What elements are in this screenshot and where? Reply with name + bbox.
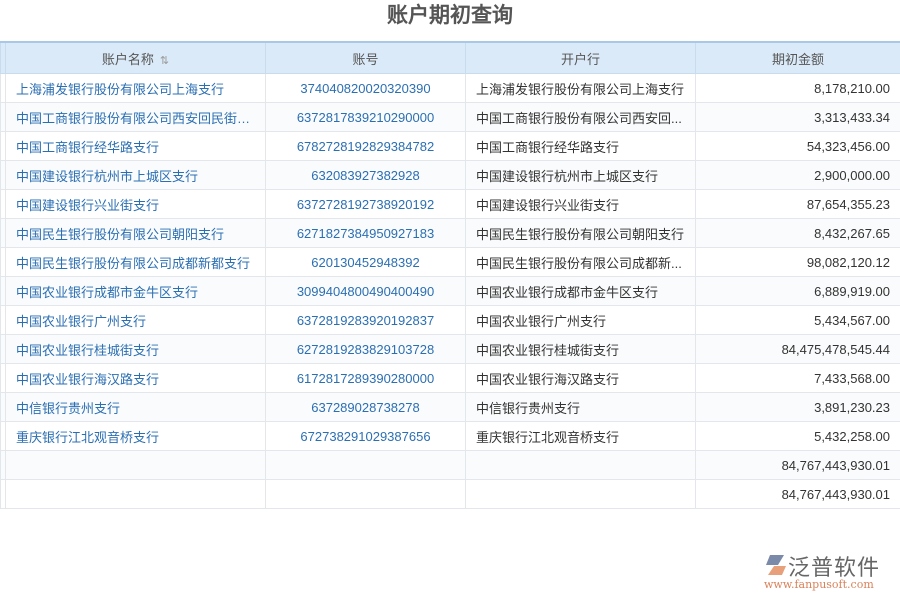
amount-cell: 87,654,355.23: [695, 189, 900, 219]
amount-cell: 8,432,267.65: [695, 218, 900, 248]
table-row[interactable]: 中国民生银行股份有限公司朝阳支行 6271827384950927183 中国民…: [0, 218, 900, 248]
total-row: 84,767,443,930.01: [0, 479, 900, 509]
table-row[interactable]: 中国农业银行广州支行 6372819283920192837 中国农业银行广州支…: [0, 305, 900, 335]
amount-cell: 3,313,433.34: [695, 102, 900, 132]
amount-cell: 84,475,478,545.44: [695, 334, 900, 364]
amount-cell: 5,432,258.00: [695, 421, 900, 451]
table-row[interactable]: 中国工商银行股份有限公司西安回民街支行 6372817839210290000 …: [0, 102, 900, 132]
empty-cell: [265, 479, 466, 509]
account-number-link[interactable]: 3099404800490400490: [265, 276, 466, 306]
account-number-link[interactable]: 632083927382928: [265, 160, 466, 190]
account-name-link[interactable]: 中国民生银行股份有限公司成都新都支行: [5, 247, 266, 277]
account-number-link[interactable]: 6372728192738920192: [265, 189, 466, 219]
table-row[interactable]: 重庆银行江北观音桥支行 672738291029387656 重庆银行江北观音桥…: [0, 421, 900, 451]
amount-cell: 6,889,919.00: [695, 276, 900, 306]
header-account-name[interactable]: 账户名称 ⇅: [5, 41, 266, 74]
table-row[interactable]: 中信银行贵州支行 637289028738278 中信银行贵州支行 3,891,…: [0, 392, 900, 422]
sort-icon[interactable]: ⇅: [159, 54, 170, 67]
account-name-link[interactable]: 中国工商银行经华路支行: [5, 131, 266, 161]
table-row[interactable]: 中国民生银行股份有限公司成都新都支行 620130452948392 中国民生银…: [0, 247, 900, 277]
account-name-link[interactable]: 中国农业银行成都市金牛区支行: [5, 276, 266, 306]
account-name-link[interactable]: 中国工商银行股份有限公司西安回民街支行: [5, 102, 266, 132]
table-row[interactable]: 中国农业银行成都市金牛区支行 3099404800490400490 中国农业银…: [0, 276, 900, 306]
bank-cell: 中国民生银行股份有限公司成都新...: [465, 247, 696, 277]
logo-url: www.fanpusoft.com: [764, 578, 874, 591]
bank-cell: 中国农业银行成都市金牛区支行: [465, 276, 696, 306]
account-number-link[interactable]: 672738291029387656: [265, 421, 466, 451]
table-row[interactable]: 上海浦发银行股份有限公司上海支行 374040820020320390 上海浦发…: [0, 73, 900, 103]
table-header: 账户名称 ⇅ 账号 开户行 期初金额: [0, 41, 900, 74]
total-amount: 84,767,443,930.01: [695, 450, 900, 480]
bank-cell: 中国民生银行股份有限公司朝阳支行: [465, 218, 696, 248]
account-number-link[interactable]: 620130452948392: [265, 247, 466, 277]
amount-cell: 3,891,230.23: [695, 392, 900, 422]
account-name-link[interactable]: 中国农业银行广州支行: [5, 305, 266, 335]
amount-cell: 5,434,567.00: [695, 305, 900, 335]
total-row: 84,767,443,930.01: [0, 450, 900, 480]
account-table: 账户名称 ⇅ 账号 开户行 期初金额 上海浦发银行股份有限公司上海支行 37404…: [0, 41, 900, 509]
bank-cell: 中国工商银行股份有限公司西安回...: [465, 102, 696, 132]
account-name-link[interactable]: 中国农业银行桂城街支行: [5, 334, 266, 364]
amount-cell: 98,082,120.12: [695, 247, 900, 277]
header-opening-amount[interactable]: 期初金额: [695, 41, 900, 74]
empty-cell: [465, 450, 696, 480]
header-account-number[interactable]: 账号: [265, 41, 466, 74]
fanpusoft-logo: 泛普软件 www.fanpusoft.com: [760, 550, 890, 594]
account-number-link[interactable]: 374040820020320390: [265, 73, 466, 103]
account-name-link[interactable]: 中国农业银行海汉路支行: [5, 363, 266, 393]
empty-cell: [5, 450, 266, 480]
account-name-link[interactable]: 中国建设银行杭州市上城区支行: [5, 160, 266, 190]
account-number-link[interactable]: 6172817289390280000: [265, 363, 466, 393]
table-row[interactable]: 中国建设银行兴业街支行 6372728192738920192 中国建设银行兴业…: [0, 189, 900, 219]
empty-cell: [265, 450, 466, 480]
table-row[interactable]: 中国建设银行杭州市上城区支行 632083927382928 中国建设银行杭州市…: [0, 160, 900, 190]
account-number-link[interactable]: 6372817839210290000: [265, 102, 466, 132]
account-number-link[interactable]: 6782728192829384782: [265, 131, 466, 161]
logo-icon: [766, 555, 786, 575]
amount-cell: 54,323,456.00: [695, 131, 900, 161]
total-amount: 84,767,443,930.01: [695, 479, 900, 509]
empty-cell: [5, 479, 266, 509]
account-name-link[interactable]: 中国民生银行股份有限公司朝阳支行: [5, 218, 266, 248]
table-row[interactable]: 中国工商银行经华路支行 6782728192829384782 中国工商银行经华…: [0, 131, 900, 161]
bank-cell: 中国建设银行兴业街支行: [465, 189, 696, 219]
empty-cell: [465, 479, 696, 509]
amount-cell: 8,178,210.00: [695, 73, 900, 103]
table-row[interactable]: 中国农业银行海汉路支行 6172817289390280000 中国农业银行海汉…: [0, 363, 900, 393]
account-number-link[interactable]: 637289028738278: [265, 392, 466, 422]
account-name-link[interactable]: 上海浦发银行股份有限公司上海支行: [5, 73, 266, 103]
bank-cell: 中信银行贵州支行: [465, 392, 696, 422]
bank-cell: 上海浦发银行股份有限公司上海支行: [465, 73, 696, 103]
account-number-link[interactable]: 6271827384950927183: [265, 218, 466, 248]
page-title: 账户期初查询: [387, 4, 513, 27]
account-number-link[interactable]: 6372819283920192837: [265, 305, 466, 335]
table-row[interactable]: 中国农业银行桂城街支行 6272819283829103728 中国农业银行桂城…: [0, 334, 900, 364]
logo-brand: 泛普软件: [788, 555, 881, 580]
amount-cell: 7,433,568.00: [695, 363, 900, 393]
account-name-link[interactable]: 重庆银行江北观音桥支行: [5, 421, 266, 451]
bank-cell: 重庆银行江北观音桥支行: [465, 421, 696, 451]
account-number-link[interactable]: 6272819283829103728: [265, 334, 466, 364]
account-name-link[interactable]: 中国建设银行兴业街支行: [5, 189, 266, 219]
bank-cell: 中国建设银行杭州市上城区支行: [465, 160, 696, 190]
account-name-link[interactable]: 中信银行贵州支行: [5, 392, 266, 422]
bank-cell: 中国工商银行经华路支行: [465, 131, 696, 161]
bank-cell: 中国农业银行海汉路支行: [465, 363, 696, 393]
bank-cell: 中国农业银行桂城街支行: [465, 334, 696, 364]
bank-cell: 中国农业银行广州支行: [465, 305, 696, 335]
amount-cell: 2,900,000.00: [695, 160, 900, 190]
header-bank[interactable]: 开户行: [465, 41, 696, 74]
